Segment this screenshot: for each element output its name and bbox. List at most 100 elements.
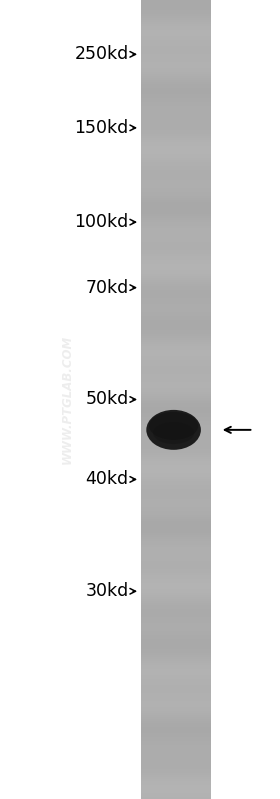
Bar: [141, 767, 211, 769]
Bar: [141, 615, 211, 617]
Bar: [141, 44, 211, 46]
Bar: [141, 529, 211, 531]
Bar: [141, 741, 211, 743]
Bar: [141, 108, 211, 109]
Bar: [141, 606, 211, 607]
Bar: [141, 350, 211, 352]
Bar: [141, 773, 211, 775]
Bar: [141, 759, 211, 761]
Bar: [141, 465, 211, 467]
Bar: [141, 489, 211, 491]
Bar: [141, 50, 211, 52]
Bar: [141, 84, 211, 86]
Bar: [141, 212, 211, 213]
Bar: [141, 228, 211, 230]
Bar: [141, 695, 211, 697]
Ellipse shape: [149, 412, 198, 439]
Bar: [141, 230, 211, 232]
Bar: [141, 569, 211, 571]
Bar: [141, 340, 211, 342]
Bar: [141, 563, 211, 566]
Bar: [141, 771, 211, 773]
Bar: [141, 4, 211, 6]
Bar: [141, 249, 211, 252]
Bar: [141, 176, 211, 178]
Bar: [141, 785, 211, 787]
Bar: [141, 124, 211, 125]
Bar: [141, 180, 211, 182]
Bar: [141, 547, 211, 550]
Bar: [141, 681, 211, 683]
Bar: [141, 220, 211, 221]
Bar: [141, 98, 211, 100]
Bar: [141, 34, 211, 36]
Bar: [141, 308, 211, 309]
Bar: [141, 210, 211, 212]
Bar: [141, 96, 211, 98]
Bar: [141, 366, 211, 368]
Bar: [141, 312, 211, 313]
Text: 70kd: 70kd: [86, 279, 129, 296]
Bar: [141, 82, 211, 84]
Bar: [141, 415, 211, 417]
Bar: [141, 116, 211, 117]
Bar: [141, 102, 211, 104]
Bar: [141, 398, 211, 400]
Bar: [141, 320, 211, 321]
Bar: [141, 729, 211, 731]
Bar: [141, 749, 211, 751]
Bar: [141, 178, 211, 180]
Bar: [141, 587, 211, 590]
Bar: [141, 526, 211, 527]
Bar: [141, 58, 211, 60]
Bar: [141, 753, 211, 755]
Bar: [141, 10, 211, 12]
Bar: [141, 518, 211, 519]
Bar: [141, 721, 211, 723]
Bar: [141, 298, 211, 300]
Bar: [141, 551, 211, 553]
Bar: [141, 585, 211, 587]
Bar: [141, 515, 211, 518]
Bar: [141, 30, 211, 32]
Bar: [141, 662, 211, 663]
Bar: [141, 583, 211, 585]
Bar: [141, 236, 211, 238]
Bar: [141, 654, 211, 655]
Bar: [141, 531, 211, 534]
Bar: [141, 685, 211, 687]
Bar: [141, 270, 211, 272]
Bar: [141, 161, 211, 164]
Bar: [141, 443, 211, 446]
Bar: [141, 507, 211, 510]
Bar: [141, 475, 211, 477]
Bar: [141, 374, 211, 376]
Bar: [141, 302, 211, 304]
Bar: [141, 390, 211, 392]
Bar: [141, 619, 211, 622]
Bar: [141, 691, 211, 693]
Bar: [141, 558, 211, 559]
Bar: [141, 198, 211, 200]
Bar: [141, 32, 211, 34]
Bar: [141, 272, 211, 273]
Bar: [141, 144, 211, 145]
Bar: [141, 158, 211, 160]
Bar: [141, 550, 211, 551]
Bar: [141, 136, 211, 137]
Bar: [141, 609, 211, 611]
Bar: [141, 36, 211, 38]
Bar: [141, 348, 211, 350]
Bar: [141, 649, 211, 651]
Bar: [141, 631, 211, 633]
Bar: [141, 134, 211, 136]
Bar: [141, 593, 211, 595]
Bar: [141, 607, 211, 609]
Bar: [141, 783, 211, 785]
Bar: [141, 707, 211, 710]
Bar: [141, 470, 211, 471]
Bar: [141, 487, 211, 489]
Bar: [141, 18, 211, 20]
Bar: [141, 214, 211, 216]
Bar: [141, 537, 211, 539]
